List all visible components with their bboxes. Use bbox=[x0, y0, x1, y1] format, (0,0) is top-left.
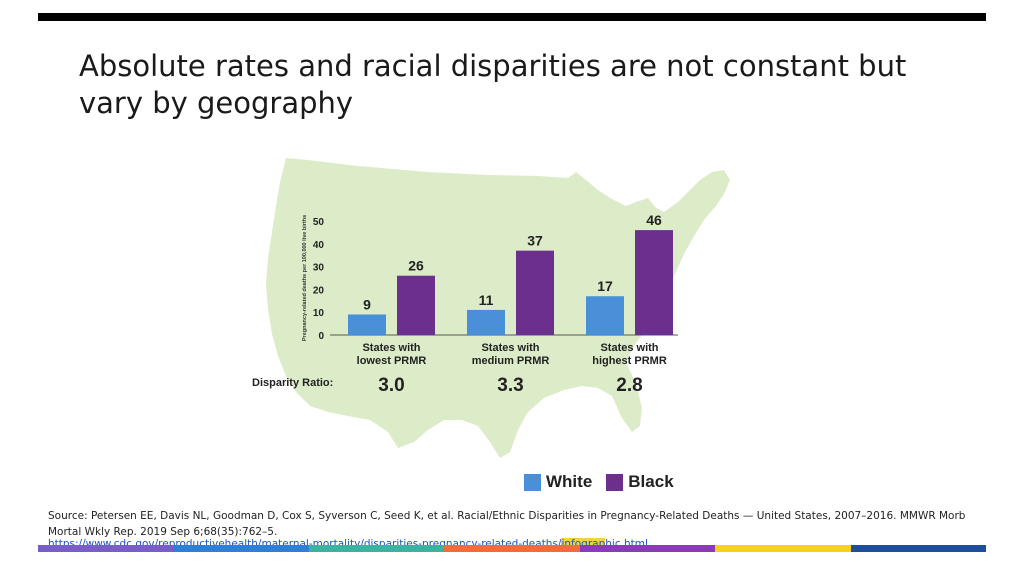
bar-white-2 bbox=[467, 309, 505, 335]
slide-title: Absolute rates and racial disparities ar… bbox=[79, 49, 907, 120]
bar-white-3 bbox=[586, 296, 624, 335]
disparity-ratio-value: 3.0 bbox=[378, 375, 404, 396]
data-label-black-3: 46 bbox=[646, 212, 662, 228]
category-label-line1: States with bbox=[600, 342, 658, 354]
category-label-line2: lowest PRMR bbox=[357, 355, 427, 367]
data-label-black-1: 26 bbox=[408, 258, 424, 274]
footer-segment bbox=[38, 545, 174, 552]
legend-label-white: White bbox=[546, 472, 593, 491]
y-tick-label: 20 bbox=[313, 285, 325, 296]
disparity-ratio-label: Disparity Ratio: bbox=[252, 377, 333, 389]
category-label-line2: highest PRMR bbox=[592, 355, 667, 367]
legend-item-white: White bbox=[524, 472, 592, 492]
footer-segment bbox=[444, 545, 580, 552]
category-label-line1: States with bbox=[481, 342, 539, 354]
bar-black-3 bbox=[635, 230, 673, 335]
footer-segment bbox=[850, 545, 986, 552]
bar-black-2 bbox=[516, 250, 554, 335]
legend-label-black: Black bbox=[628, 472, 674, 491]
footer-segment bbox=[173, 545, 309, 552]
y-tick-label: 0 bbox=[318, 331, 324, 342]
disparity-ratio-value: 3.3 bbox=[497, 375, 523, 396]
y-tick-label: 10 bbox=[313, 308, 325, 319]
category-label-line1: States with bbox=[362, 342, 420, 354]
y-axis-label: Pregnancy-related deaths per 100,000 liv… bbox=[302, 215, 308, 341]
data-label-white-2: 11 bbox=[479, 292, 494, 308]
data-label-white-1: 9 bbox=[363, 296, 371, 312]
footer-segment bbox=[308, 545, 445, 552]
legend-swatch-white bbox=[524, 473, 541, 491]
data-label-white-3: 17 bbox=[597, 278, 613, 294]
source-citation: Source: Petersen EE, Davis NL, Goodman D… bbox=[48, 510, 966, 538]
y-tick-label: 50 bbox=[313, 217, 325, 228]
footer-segment bbox=[579, 545, 716, 552]
top-rule bbox=[38, 13, 986, 21]
chart-svg: Pregnancy-related deaths per 100,000 liv… bbox=[252, 158, 730, 458]
bar-white-1 bbox=[348, 314, 386, 335]
y-tick-label: 30 bbox=[313, 263, 325, 274]
y-tick-label: 40 bbox=[313, 240, 325, 251]
footer-color-bar bbox=[38, 545, 986, 552]
data-label-black-2: 37 bbox=[527, 233, 543, 249]
legend-item-black: Black bbox=[606, 472, 674, 492]
category-label-line2: medium PRMR bbox=[472, 355, 550, 367]
chart-legend: White Black bbox=[524, 472, 680, 492]
us-map-shape bbox=[266, 158, 730, 458]
disparity-ratio-value: 2.8 bbox=[616, 375, 642, 396]
legend-swatch-black bbox=[606, 473, 624, 491]
us-map-chart: Pregnancy-related deaths per 100,000 liv… bbox=[238, 150, 758, 495]
bar-black-1 bbox=[397, 275, 435, 335]
footer-segment bbox=[715, 545, 851, 552]
